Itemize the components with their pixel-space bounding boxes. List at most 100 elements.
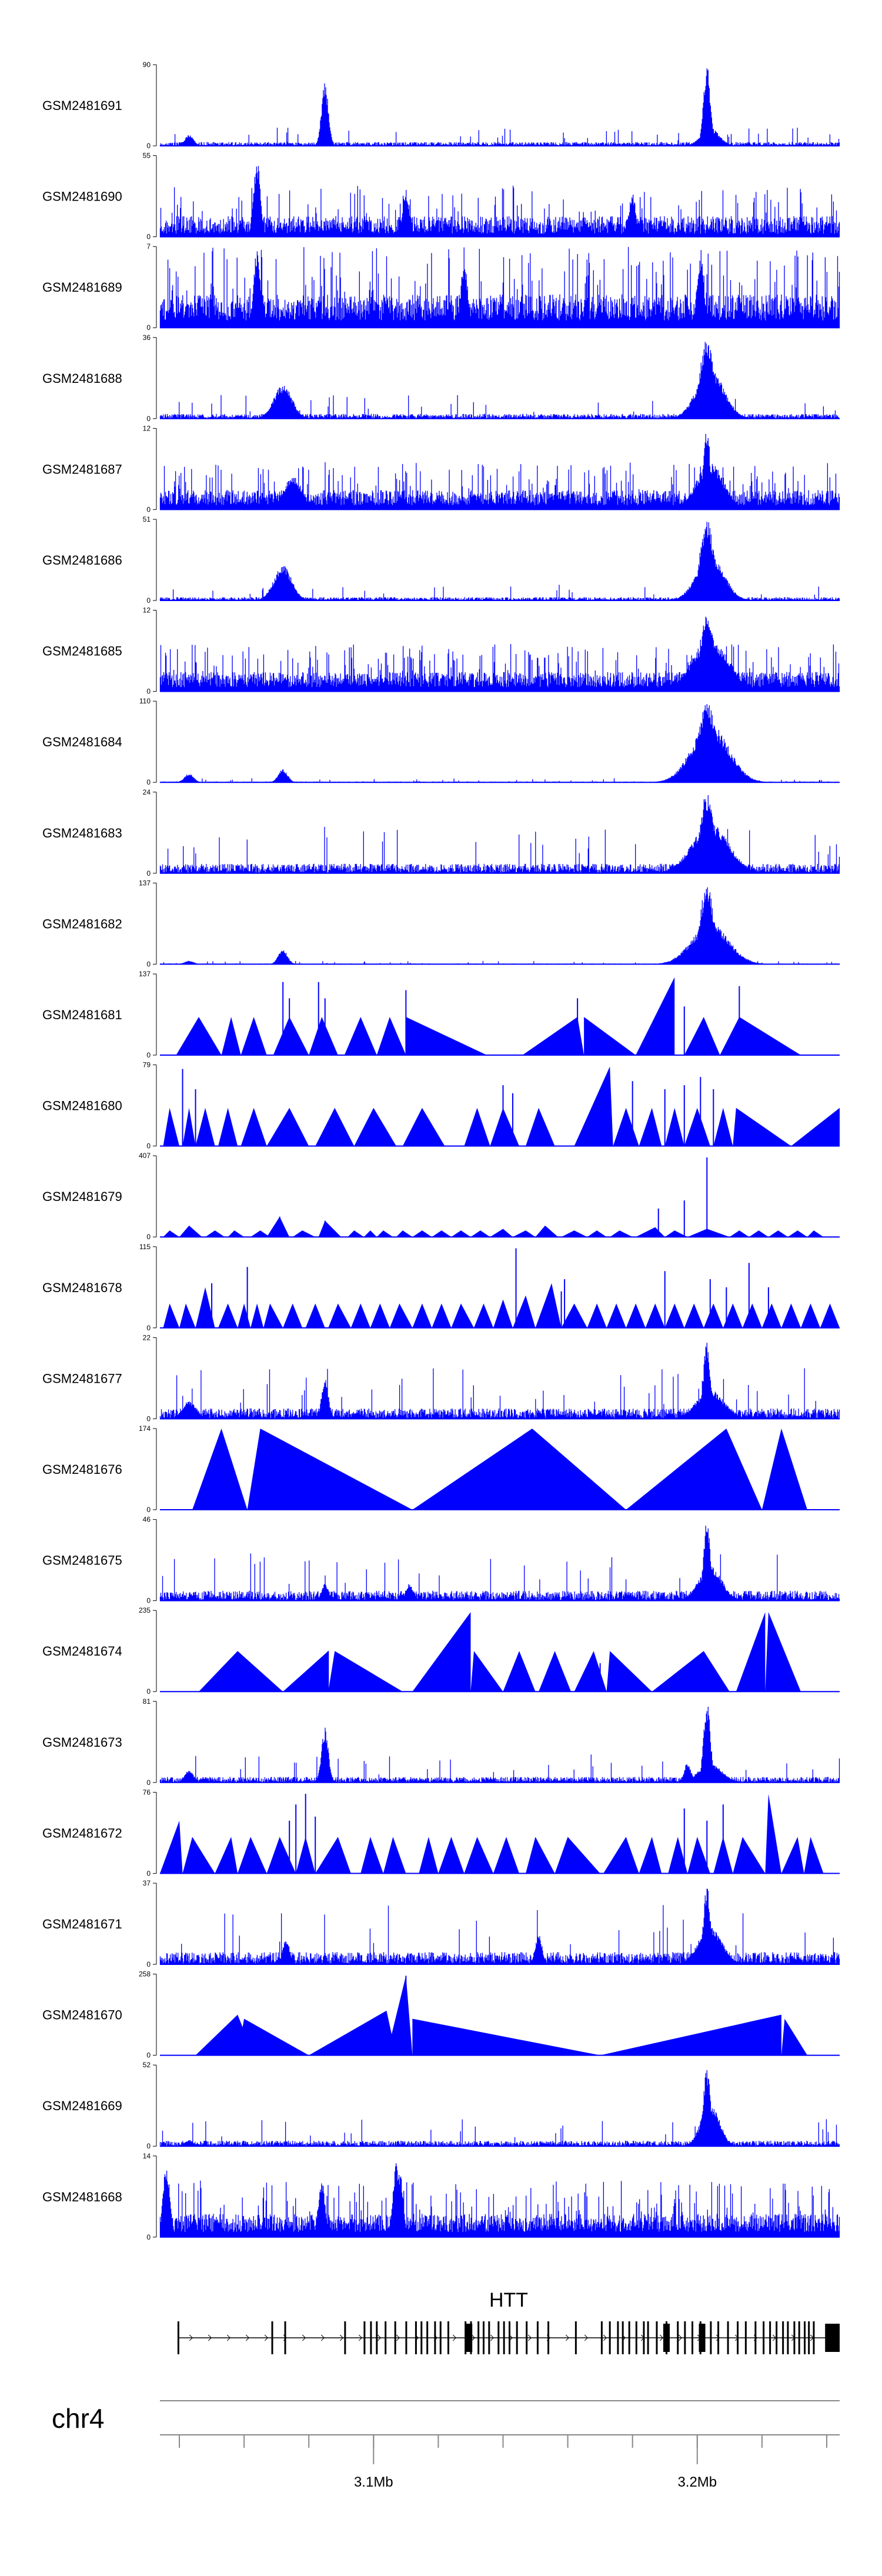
signal-triangle xyxy=(160,1820,183,1874)
signal-triangle xyxy=(639,1107,662,1146)
signal-triangle xyxy=(668,1837,688,1874)
signal-triangle xyxy=(451,1230,471,1237)
signal-triangle xyxy=(687,1229,730,1237)
gene-exon xyxy=(271,2321,273,2354)
signal-triangle xyxy=(309,1017,338,1055)
y-zero-label: 0 xyxy=(146,1869,151,1877)
signal-bars xyxy=(159,246,840,328)
strand-chevron xyxy=(659,2334,663,2341)
signal-triangle xyxy=(606,1651,652,1692)
gene-exon xyxy=(177,2321,179,2354)
signal-triangle xyxy=(240,1017,267,1055)
signal-triangle xyxy=(179,1225,202,1237)
signal-triangle xyxy=(684,1017,720,1055)
signal-tracks: GSM2481691900GSM2481690550GSM248168970GS… xyxy=(42,61,840,2241)
chromosome-label: chr4 xyxy=(52,2403,104,2434)
signal-triangle xyxy=(742,1303,762,1328)
y-max-label: 76 xyxy=(143,1788,151,1796)
track-label: GSM2481690 xyxy=(42,189,122,204)
gene-exon xyxy=(503,2321,505,2354)
gene-exon xyxy=(763,2321,765,2354)
gene-exon xyxy=(727,2321,729,2354)
signal-triangle xyxy=(432,1303,452,1328)
track-GSM2481681: GSM2481681 137 0 xyxy=(42,970,840,1059)
track-label: GSM2481684 xyxy=(42,735,122,749)
signal-triangle xyxy=(344,1017,377,1055)
signal-triangle xyxy=(192,1429,248,1510)
strand-chevron xyxy=(716,2334,720,2341)
y-max-label: 22 xyxy=(143,1333,151,1342)
track-label: GSM2481674 xyxy=(42,1644,122,1659)
y-zero-label: 0 xyxy=(146,778,151,786)
track-GSM2481673: GSM2481673 81 0 xyxy=(42,1697,840,1787)
gene-exon xyxy=(647,2321,649,2354)
signal-triangle xyxy=(412,1611,471,1692)
signal-triangle xyxy=(179,1303,196,1328)
strand-chevron xyxy=(678,2334,682,2341)
signal-triangle xyxy=(713,1107,733,1146)
signal-triangle xyxy=(639,1837,662,1874)
signal-triangle xyxy=(215,1837,238,1874)
track-label: GSM2481688 xyxy=(42,371,122,386)
y-max-label: 79 xyxy=(143,1061,151,1069)
gene-exon xyxy=(628,2321,630,2354)
gene-exon xyxy=(405,2321,407,2354)
y-max-label: 12 xyxy=(143,424,151,432)
signal-triangle xyxy=(376,1017,406,1055)
gene-name-label: HTT xyxy=(489,2289,528,2311)
signal-triangle xyxy=(807,1230,824,1237)
signal-triangle xyxy=(687,1837,710,1874)
signal-triangle xyxy=(470,1651,503,1692)
gene-exon xyxy=(622,2321,624,2354)
signal-triangle xyxy=(176,1017,222,1055)
strand-chevron xyxy=(377,2334,381,2341)
signal-bars xyxy=(159,166,840,237)
y-zero-label: 0 xyxy=(146,1597,151,1605)
track-label: GSM2481680 xyxy=(42,1099,122,1113)
signal-triangle xyxy=(613,1107,639,1146)
gene-exon xyxy=(536,2321,539,2354)
track-GSM2481672: GSM2481672 76 0 xyxy=(42,1788,840,1877)
y-max-label: 36 xyxy=(143,333,151,342)
signal-triangle xyxy=(163,1303,180,1328)
signal-triangle xyxy=(603,1837,639,1874)
y-zero-label: 0 xyxy=(146,960,151,968)
signal-bars xyxy=(159,704,840,783)
signal-triangle xyxy=(493,1299,513,1328)
track-label: GSM2481678 xyxy=(42,1280,122,1295)
gene-exon xyxy=(284,2321,286,2354)
signal-triangle xyxy=(163,1107,180,1146)
track-label: GSM2481675 xyxy=(42,1553,122,1568)
signal-triangle xyxy=(195,2014,254,2056)
signal-triangle xyxy=(513,1230,536,1237)
signal-triangle xyxy=(636,977,675,1055)
signal-triangle xyxy=(389,1303,413,1328)
track-label: GSM2481679 xyxy=(42,1189,122,1204)
signal-triangle xyxy=(360,1837,383,1874)
y-zero-label: 0 xyxy=(146,2142,151,2150)
track-GSM2481677: GSM2481677 22 0 xyxy=(42,1333,840,1423)
signal-triangle xyxy=(720,1017,801,1055)
track-label: GSM2481676 xyxy=(42,1462,122,1477)
y-zero-label: 0 xyxy=(146,1687,151,1696)
signal-triangle xyxy=(266,1837,296,1874)
signal-triangle xyxy=(526,1837,555,1874)
gene-exon xyxy=(793,2321,796,2354)
y-zero-label: 0 xyxy=(146,415,151,423)
y-zero-label: 0 xyxy=(146,505,151,513)
gene-exon xyxy=(635,2321,637,2354)
strand-chevron xyxy=(396,2334,400,2341)
gene-exon xyxy=(643,2321,645,2354)
signal-triangle xyxy=(266,1107,309,1146)
signal-triangle xyxy=(522,1017,584,1055)
y-max-label: 235 xyxy=(139,1606,151,1614)
signal-triangle xyxy=(348,1230,364,1237)
gene-exon xyxy=(600,2321,603,2354)
y-max-label: 110 xyxy=(139,697,151,705)
track-GSM2481675: GSM2481675 46 0 xyxy=(42,1516,840,1605)
gene-exon xyxy=(710,2321,712,2354)
signal-triangle xyxy=(309,2010,396,2056)
signal-triangle xyxy=(470,1230,490,1237)
signal-triangle xyxy=(606,1303,626,1328)
signal-triangle xyxy=(292,1230,316,1237)
